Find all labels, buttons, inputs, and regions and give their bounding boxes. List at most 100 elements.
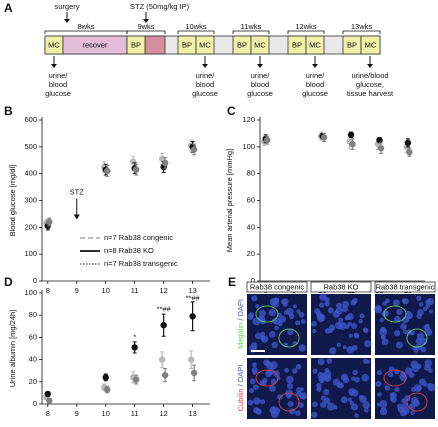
nucleus <box>375 380 382 388</box>
data-point <box>104 167 111 175</box>
nucleus <box>346 346 354 354</box>
data-point <box>406 149 413 156</box>
legend-label: n=7 Rab38 transgenic <box>104 259 178 268</box>
row-label-part: / DAPI <box>236 365 245 389</box>
nucleus <box>351 403 359 411</box>
row-label: Cubilin / DAPI <box>236 365 245 412</box>
nucleus <box>280 298 287 305</box>
nucleus <box>396 308 403 316</box>
error-cap <box>105 165 110 177</box>
arrow-head <box>312 64 318 68</box>
y-tick-label: 20 <box>247 249 255 258</box>
week-label: 11wks <box>241 22 262 31</box>
timeline-box <box>305 35 325 55</box>
nucleus <box>286 382 294 390</box>
data-point <box>187 356 195 363</box>
y-tick-label: 400 <box>24 169 37 178</box>
nucleus <box>296 391 302 397</box>
error-cap <box>161 313 166 337</box>
annotation: **## <box>157 305 172 314</box>
y-tick-label: 100 <box>242 142 255 151</box>
outcome-label: glucose <box>45 89 71 98</box>
data-point <box>404 139 412 147</box>
data-point <box>131 344 138 351</box>
nucleus <box>395 341 403 349</box>
nucleus <box>362 358 368 364</box>
nucleus <box>262 377 268 384</box>
arrow-head <box>202 64 208 68</box>
nucleus <box>394 387 400 393</box>
nucleus <box>392 299 400 307</box>
data-point <box>189 313 196 320</box>
nucleus <box>336 302 342 309</box>
data-point <box>161 159 169 167</box>
nucleus <box>324 301 330 307</box>
y-tick-label: 40 <box>29 355 37 364</box>
nucleus <box>377 392 382 397</box>
nucleus <box>347 321 352 327</box>
nucleus <box>295 410 301 416</box>
nucleus <box>394 330 401 337</box>
nucleus <box>287 329 294 336</box>
outcome-label: glucose <box>192 89 218 98</box>
error-cap <box>190 301 195 332</box>
nucleus <box>389 392 395 398</box>
nucleus <box>359 313 365 319</box>
y-tick-label: 80 <box>247 169 255 178</box>
nucleus <box>299 387 304 392</box>
tubule-outline <box>255 305 279 323</box>
nucleus <box>336 382 343 389</box>
nucleus <box>348 333 353 338</box>
y-tick-label: 0 <box>33 276 37 285</box>
nucleus <box>340 373 348 381</box>
nucleus <box>416 313 422 319</box>
outcome-label: urine/ <box>49 71 69 80</box>
data-point <box>44 390 51 398</box>
nucleus <box>335 307 343 315</box>
y-tick-label: 0 <box>251 276 255 285</box>
nucleus <box>253 384 259 391</box>
timeline-box <box>360 35 381 55</box>
legend-label: n=8 Rab38 KO <box>104 246 154 255</box>
annotation: STZ <box>70 187 85 196</box>
x-tick-label: 9 <box>75 409 79 418</box>
nucleus <box>312 328 317 334</box>
outcome-label: urine/ <box>196 71 216 80</box>
nucleus <box>268 331 276 338</box>
nucleus <box>279 315 287 323</box>
nucleus <box>400 371 406 377</box>
timeline-box <box>195 35 215 55</box>
nucleus <box>255 408 262 415</box>
error-cap <box>405 138 410 148</box>
data-point <box>46 218 53 226</box>
nucleus <box>408 372 415 378</box>
nucleus <box>271 318 277 324</box>
nucleus <box>362 327 368 333</box>
y-tick-label: 100 <box>24 288 37 297</box>
y-tick-label: 500 <box>24 142 37 151</box>
label: surgery <box>54 2 79 11</box>
outcome-label: glucose, <box>356 80 384 89</box>
nucleus <box>317 358 325 366</box>
nucleus <box>362 401 371 409</box>
nucleus <box>286 375 294 384</box>
nucleus <box>336 342 342 347</box>
error-cap <box>378 142 383 155</box>
nucleus <box>351 376 356 381</box>
outcome-label: blood <box>196 80 214 89</box>
nucleus <box>389 396 395 402</box>
nucleus <box>259 399 266 405</box>
nucleus <box>338 317 344 323</box>
data-point <box>104 386 111 393</box>
panel-label: A <box>4 1 13 15</box>
bracket <box>177 30 215 34</box>
nucleus <box>341 396 348 404</box>
x-tick-label: 10 <box>102 409 110 418</box>
row-label-part: / DAPI <box>236 299 245 323</box>
arrow-head <box>257 64 263 68</box>
y-tick-label: 200 <box>24 222 37 231</box>
x-tick-label: 12 <box>159 409 167 418</box>
nucleus <box>301 394 306 400</box>
nucleus <box>363 407 369 413</box>
